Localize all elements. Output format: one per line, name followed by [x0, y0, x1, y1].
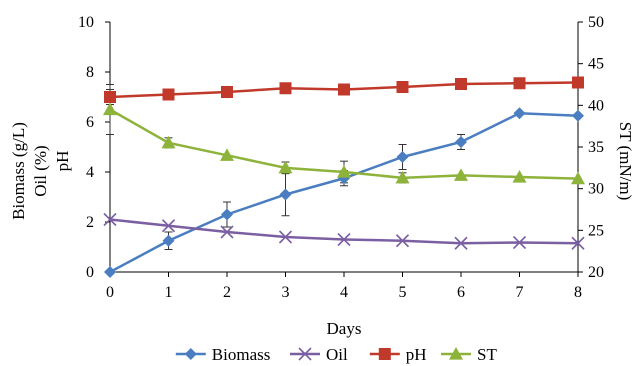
data-point-oil [161, 219, 176, 233]
legend-marker-oil [298, 347, 312, 361]
y-right-tick-label: 20 [588, 264, 604, 281]
x-tick-label: 5 [399, 284, 407, 301]
data-point-oil [103, 212, 117, 227]
data-point-oil [454, 236, 468, 250]
series-markers [103, 76, 585, 278]
legend-marker-ph [378, 348, 391, 360]
data-point-st [395, 170, 410, 184]
legend-label-biomass: Biomass [212, 345, 271, 364]
data-point-oil [220, 225, 234, 239]
legend-label-st: ST [477, 345, 497, 364]
y-left-tick-label: 0 [86, 264, 94, 281]
x-tick-label: 8 [574, 284, 582, 301]
y-axis-left-label-biomass: Biomass (g/L) [9, 122, 28, 220]
data-point-ph [396, 81, 409, 93]
y-left-tick-label: 4 [86, 164, 94, 181]
data-point-biomass [104, 266, 116, 278]
y-right-tick-label: 45 [588, 56, 604, 73]
data-point-ph [338, 83, 350, 96]
y-left-tick-label: 10 [78, 14, 94, 31]
data-point-oil [395, 234, 410, 248]
y-left-tick-label: 6 [86, 114, 94, 131]
y-axis-left-label-oil: Oil (%) [31, 145, 50, 196]
y-left-tick-label: 2 [86, 214, 94, 231]
data-point-ph [162, 88, 175, 101]
legend-item-st: ST [441, 345, 497, 364]
data-point-st [161, 135, 176, 149]
x-tick-label: 2 [223, 284, 231, 301]
x-tick-label: 7 [516, 284, 524, 301]
legend-item-biomass: Biomass [175, 345, 271, 364]
data-point-ph [455, 78, 467, 90]
data-point-ph [104, 91, 116, 103]
legend-item-oil: Oil [290, 345, 348, 364]
data-point-ph [221, 86, 233, 98]
legend-marker-st [449, 347, 463, 360]
data-point-biomass [455, 136, 467, 148]
data-point-oil [571, 236, 585, 250]
data-point-st [337, 165, 351, 178]
data-point-ph [572, 76, 584, 89]
x-axis-label: Days [327, 319, 362, 338]
x-tick-label: 4 [340, 284, 348, 301]
data-point-biomass [572, 109, 584, 122]
y-right-tick-label: 25 [588, 222, 604, 239]
legend-label-ph: pH [406, 345, 427, 364]
legend-label-oil: Oil [326, 345, 348, 364]
y-right-tick-label: 50 [588, 14, 604, 31]
data-point-oil [337, 232, 351, 247]
y-right-tick-label: 40 [588, 97, 604, 114]
x-tick-label: 1 [165, 284, 173, 301]
data-point-oil [278, 230, 293, 244]
x-tick-label: 0 [106, 284, 114, 301]
data-point-st [103, 102, 117, 116]
data-point-st [571, 171, 585, 185]
data-point-ph [279, 82, 292, 95]
y-right-tick-label: 30 [588, 181, 604, 198]
y-axis-left-label-ph: pH [53, 151, 72, 172]
data-point-biomass [279, 188, 292, 201]
data-point-ph [513, 77, 526, 90]
legend-marker-biomass [184, 348, 197, 360]
x-tick-label: 3 [282, 284, 290, 301]
data-point-biomass [162, 234, 175, 247]
data-point-biomass [513, 107, 526, 120]
y-right-tick-label: 35 [588, 139, 604, 156]
data-point-st [454, 168, 468, 181]
data-point-biomass [221, 208, 233, 221]
data-point-oil [512, 235, 527, 250]
data-point-st [220, 148, 234, 161]
y-left-tick-label: 8 [86, 64, 94, 81]
x-tick-label: 6 [457, 284, 465, 301]
legend: Biomass Oil pH ST [175, 345, 497, 364]
series-line-biomass [109, 111, 579, 274]
data-point-st [278, 160, 293, 174]
data-point-st [512, 170, 527, 183]
legend-item-ph: pH [369, 345, 427, 364]
data-point-biomass [396, 151, 409, 163]
y-axis-right-label: ST (mN/m) [616, 122, 635, 201]
